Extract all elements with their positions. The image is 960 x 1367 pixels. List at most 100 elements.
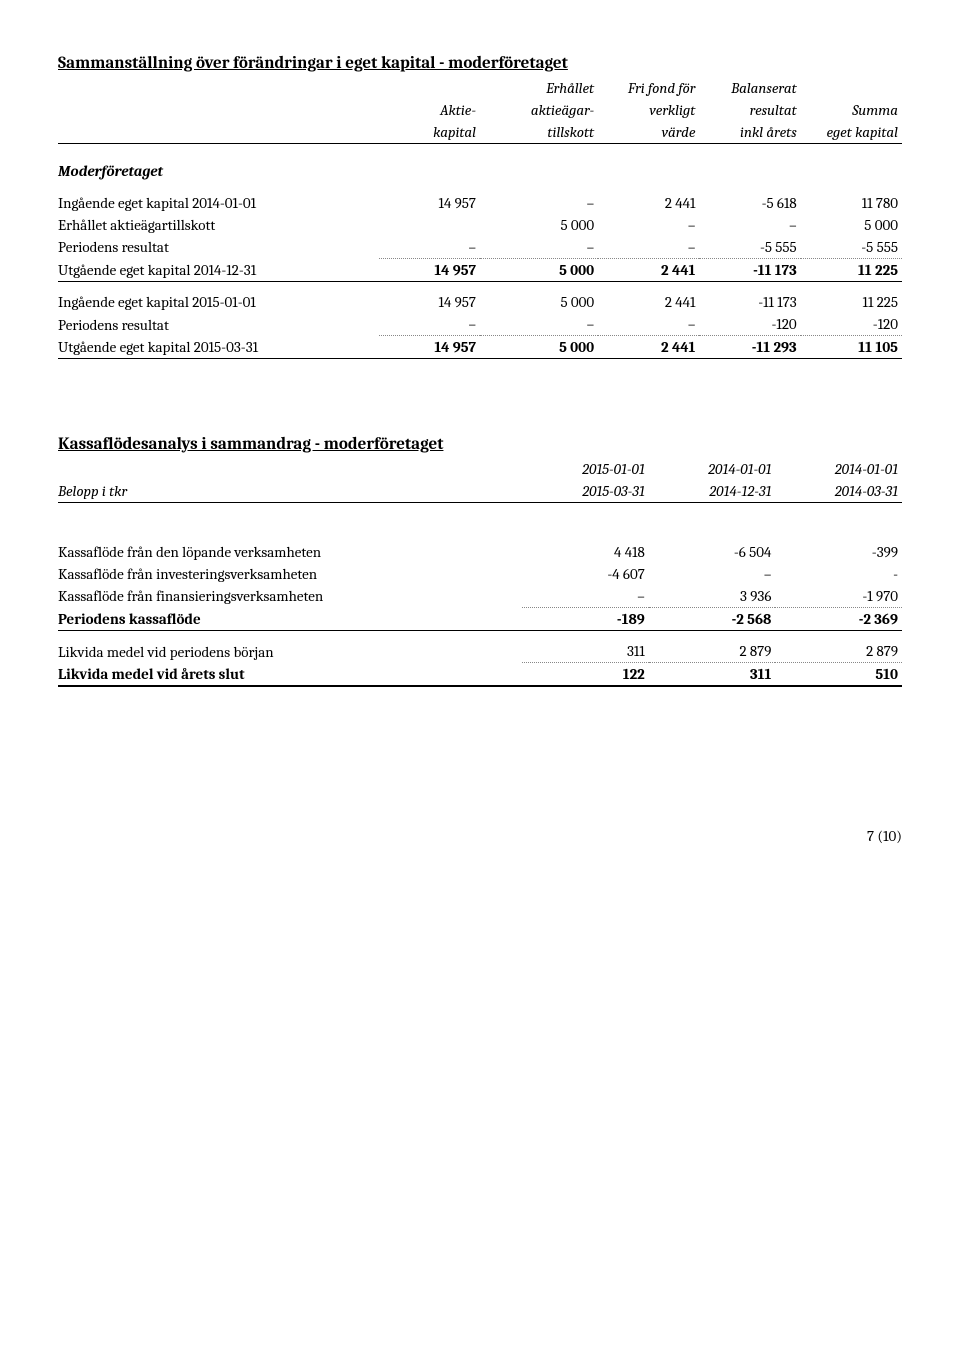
- equity-header-row1: Erhållet Fri fond för Balanserat: [58, 77, 902, 99]
- equity-table: Erhållet Fri fond för Balanserat Aktie- …: [58, 77, 902, 359]
- cell: -11 173: [699, 291, 800, 313]
- equity-header-row2: Aktie- aktieägar- verkligt resultat Summ…: [58, 99, 902, 121]
- cell: 311: [522, 640, 649, 663]
- row-label: Kassaflöde från finansieringsverksamhete…: [58, 585, 522, 608]
- cell: –: [699, 214, 800, 236]
- cell: -: [775, 563, 902, 585]
- cell: 2 879: [649, 640, 776, 663]
- cell: -6 504: [649, 541, 776, 563]
- cell: 14 957: [379, 336, 480, 359]
- col-hdr: 2014-12-31: [649, 480, 776, 503]
- cell: 11 105: [801, 336, 902, 359]
- col-hdr: 2014-03-31: [775, 480, 902, 503]
- cashflow-table: 2015-01-01 2014-01-01 2014-01-01 Belopp …: [58, 458, 902, 687]
- cell: 4 418: [522, 541, 649, 563]
- cell: 2 879: [775, 640, 902, 663]
- cell: –: [598, 236, 699, 259]
- cell: –: [480, 236, 598, 259]
- cell: -5 555: [699, 236, 800, 259]
- row-label: Likvida medel vid årets slut: [58, 663, 522, 687]
- cell: 510: [775, 663, 902, 687]
- equity-header-row3: kapital tillskott värde inkl årets eget …: [58, 121, 902, 144]
- table-row: Erhållet aktieägartillskott 5 000 – – 5 …: [58, 214, 902, 236]
- cell: -2 369: [775, 607, 902, 630]
- row-label: Erhållet aktieägartillskott: [58, 214, 379, 236]
- col-hdr: kapital: [379, 121, 480, 144]
- cell: [379, 214, 480, 236]
- cell: 14 957: [379, 291, 480, 313]
- cell: -4 607: [522, 563, 649, 585]
- cell: 3 936: [649, 585, 776, 608]
- equity-section-label-row: Moderföretaget: [58, 160, 902, 182]
- cell: 311: [649, 663, 776, 687]
- table-row: Ingående eget kapital 2014-01-01 14 957 …: [58, 192, 902, 214]
- cell: 2 441: [598, 291, 699, 313]
- cell: -2 568: [649, 607, 776, 630]
- cashflow-header-row2: Belopp i tkr 2015-03-31 2014-12-31 2014-…: [58, 480, 902, 503]
- cell: –: [522, 585, 649, 608]
- table-row: Likvida medel vid årets slut 122 311 510: [58, 663, 902, 687]
- table-row: Periodens resultat – – – -120 -120: [58, 313, 902, 336]
- cashflow-section-title: Kassaflödesanalys i sammandrag - moderfö…: [58, 435, 902, 454]
- row-label: Kassaflöde från den löpande verksamheten: [58, 541, 522, 563]
- table-row: Periodens kassaflöde -189 -2 568 -2 369: [58, 607, 902, 630]
- cell: 122: [522, 663, 649, 687]
- cell: 11 780: [801, 192, 902, 214]
- col-hdr: [801, 77, 902, 99]
- cell: –: [480, 313, 598, 336]
- table-row: Likvida medel vid periodens början 311 2…: [58, 640, 902, 663]
- col-hdr: värde: [598, 121, 699, 144]
- cell: -5 618: [699, 192, 800, 214]
- cell: 5 000: [480, 214, 598, 236]
- cell: -189: [522, 607, 649, 630]
- row-label: Ingående eget kapital 2015-01-01: [58, 291, 379, 313]
- row-label: Periodens resultat: [58, 313, 379, 336]
- col-hdr: eget kapital: [801, 121, 902, 144]
- col-hdr: tillskott: [480, 121, 598, 144]
- table-row: Periodens resultat – – – -5 555 -5 555: [58, 236, 902, 259]
- col-hdr: inkl årets: [699, 121, 800, 144]
- col-hdr: Erhållet: [480, 77, 598, 99]
- col-hdr: 2014-01-01: [775, 458, 902, 480]
- cell: –: [598, 214, 699, 236]
- cell: 14 957: [379, 258, 480, 281]
- table-row: Ingående eget kapital 2015-01-01 14 957 …: [58, 291, 902, 313]
- table-row: Kassaflöde från investeringsverksamheten…: [58, 563, 902, 585]
- equity-section-title: Sammanställning över förändringar i eget…: [58, 54, 902, 73]
- cell: 2 441: [598, 258, 699, 281]
- col-hdr: Summa: [801, 99, 902, 121]
- col-hdr: Belopp i tkr: [58, 480, 522, 503]
- row-label: Periodens resultat: [58, 236, 379, 259]
- cell: 2 441: [598, 192, 699, 214]
- cell: -399: [775, 541, 902, 563]
- cell: –: [480, 192, 598, 214]
- cell: –: [379, 313, 480, 336]
- table-row: Utgående eget kapital 2015-03-31 14 957 …: [58, 336, 902, 359]
- col-hdr: aktieägar-: [480, 99, 598, 121]
- col-hdr: Fri fond för: [598, 77, 699, 99]
- cell: –: [649, 563, 776, 585]
- cell: 5 000: [480, 258, 598, 281]
- cell: 5 000: [480, 336, 598, 359]
- col-hdr: [379, 77, 480, 99]
- cell: -120: [801, 313, 902, 336]
- cell: –: [379, 236, 480, 259]
- col-hdr: Aktie-: [379, 99, 480, 121]
- cell: 11 225: [801, 258, 902, 281]
- col-hdr: verkligt: [598, 99, 699, 121]
- row-label: Kassaflöde från investeringsverksamheten: [58, 563, 522, 585]
- page-number: 7 (10): [58, 827, 902, 845]
- cell: –: [598, 313, 699, 336]
- row-label: Periodens kassaflöde: [58, 607, 522, 630]
- cell: -120: [699, 313, 800, 336]
- col-hdr: 2015-03-31: [522, 480, 649, 503]
- col-hdr: 2015-01-01: [522, 458, 649, 480]
- cashflow-header-row1: 2015-01-01 2014-01-01 2014-01-01: [58, 458, 902, 480]
- col-hdr: resultat: [699, 99, 800, 121]
- row-label: Likvida medel vid periodens början: [58, 640, 522, 663]
- table-row: Utgående eget kapital 2014-12-31 14 957 …: [58, 258, 902, 281]
- cell: -11 173: [699, 258, 800, 281]
- cell: -5 555: [801, 236, 902, 259]
- row-label: Utgående eget kapital 2014-12-31: [58, 258, 379, 281]
- row-label: Ingående eget kapital 2014-01-01: [58, 192, 379, 214]
